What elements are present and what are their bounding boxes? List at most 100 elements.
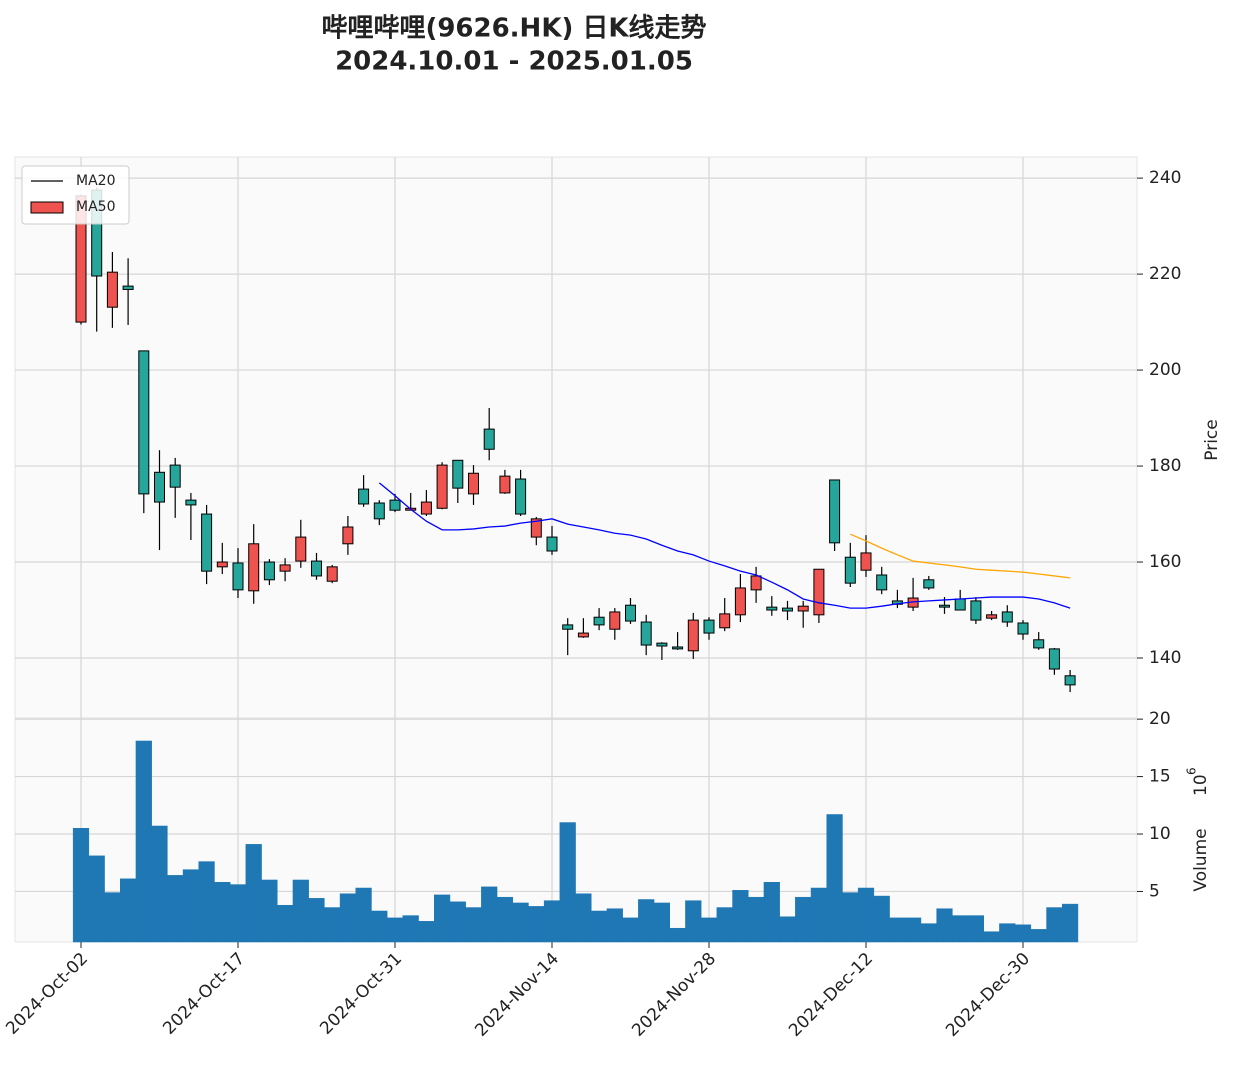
volume-bar <box>528 906 545 943</box>
volume-bar <box>653 902 670 943</box>
volume-bar <box>418 921 435 943</box>
legend-label: MA50 <box>76 199 115 215</box>
candle-body <box>248 543 260 592</box>
volume-bar <box>1014 924 1032 943</box>
volume-bar <box>967 915 984 943</box>
candle-body <box>154 471 165 503</box>
candle-body <box>939 604 950 608</box>
candle-body <box>829 479 841 544</box>
volume-bar <box>1062 903 1079 943</box>
volume-bar <box>748 896 765 943</box>
candle-body <box>593 616 605 626</box>
y-tick-label: 220 <box>1149 264 1181 284</box>
volume-bar <box>591 910 608 943</box>
volume-bar <box>465 907 482 943</box>
candle-body <box>1033 639 1045 649</box>
candle-body <box>358 488 370 505</box>
volume-bar <box>434 894 451 943</box>
volume-bar <box>685 900 702 943</box>
volume-axis-label: Volume <box>1191 828 1211 891</box>
volume-bar <box>324 907 341 943</box>
y-tick-label: 200 <box>1149 360 1181 380</box>
plot-area <box>14 156 1138 943</box>
volume-scale-exponent: 6 <box>1185 767 1199 775</box>
volume-bar <box>779 916 796 943</box>
volume-bar <box>214 882 231 943</box>
candle-body <box>672 646 684 650</box>
volume-bar <box>481 886 498 943</box>
volume-scale: 10 6 <box>1185 767 1212 796</box>
volume-bar <box>936 908 953 943</box>
candle-body <box>625 604 636 622</box>
candle-body <box>562 624 574 630</box>
volume-bar <box>842 892 859 943</box>
volume-bar <box>104 892 121 943</box>
volume-bar <box>638 899 655 943</box>
volume-bar <box>277 904 294 943</box>
volume-bar <box>622 917 639 943</box>
candle-body <box>640 621 652 646</box>
ma-line <box>850 533 1071 579</box>
volume-bar <box>873 895 890 943</box>
volume-bar <box>999 923 1016 943</box>
candle-body <box>201 513 213 572</box>
volume-bar <box>167 875 184 943</box>
volume-bar <box>261 879 278 943</box>
candle-body <box>986 614 998 619</box>
volume-bar <box>920 923 937 943</box>
x-tick-label: 2024-Oct-02 <box>2 949 92 1039</box>
x-tick-label: 2024-Dec-30 <box>942 949 1034 1041</box>
ma-line <box>378 482 1071 609</box>
volume-bar <box>135 740 152 943</box>
candle-body <box>216 561 228 568</box>
x-tick-label: 2024-Oct-17 <box>159 949 249 1039</box>
x-tick-label: 2024-Nov-28 <box>628 949 720 1041</box>
volume-bar <box>810 887 827 943</box>
legend: MA20 MA50 <box>21 165 130 225</box>
legend-icon <box>30 201 64 214</box>
candle-body <box>656 642 668 647</box>
volume-bar <box>292 879 309 943</box>
x-tick-label: 2024-Oct-31 <box>316 949 406 1039</box>
candle-body <box>169 464 181 488</box>
volume-bar <box>198 861 215 943</box>
volume-bar <box>151 825 168 943</box>
volume-bar <box>88 855 105 943</box>
candle-body <box>122 285 134 290</box>
y-tick-label: 160 <box>1149 552 1181 572</box>
volume-bar <box>857 887 875 943</box>
candle-body <box>106 271 118 308</box>
candle-body <box>876 574 888 591</box>
candle-body <box>703 619 715 634</box>
volume-bar <box>355 887 372 943</box>
volume-bar <box>496 896 513 943</box>
volume-scale-base: 10 <box>1191 774 1211 796</box>
y-tick-label: 140 <box>1149 648 1181 668</box>
candle-body <box>1001 611 1013 623</box>
candle-body <box>515 478 527 515</box>
volume-bar <box>763 882 780 943</box>
candle-body <box>734 587 746 616</box>
volume-bar <box>669 927 686 943</box>
candle-body <box>311 560 322 577</box>
candle-body <box>468 472 479 495</box>
candle-body <box>954 598 966 611</box>
candle-body <box>609 611 621 630</box>
candle-body <box>844 556 856 584</box>
volume-bar <box>245 844 262 943</box>
volume-tick-label: 10 <box>1149 824 1171 844</box>
candle-body <box>750 575 762 591</box>
candle-body <box>326 566 338 582</box>
volume-bar <box>1046 907 1063 943</box>
candle-body <box>185 499 197 506</box>
candle-body <box>342 526 354 545</box>
volume-bar <box>716 907 733 943</box>
candle-body <box>797 605 809 612</box>
candle-body <box>232 562 244 591</box>
volume-bar <box>606 908 623 943</box>
chart-subtitle: 2024.10.01 - 2025.01.05 <box>335 47 693 77</box>
volume-bar <box>700 917 718 943</box>
candle-body <box>373 502 385 520</box>
volume-bar <box>182 869 200 943</box>
